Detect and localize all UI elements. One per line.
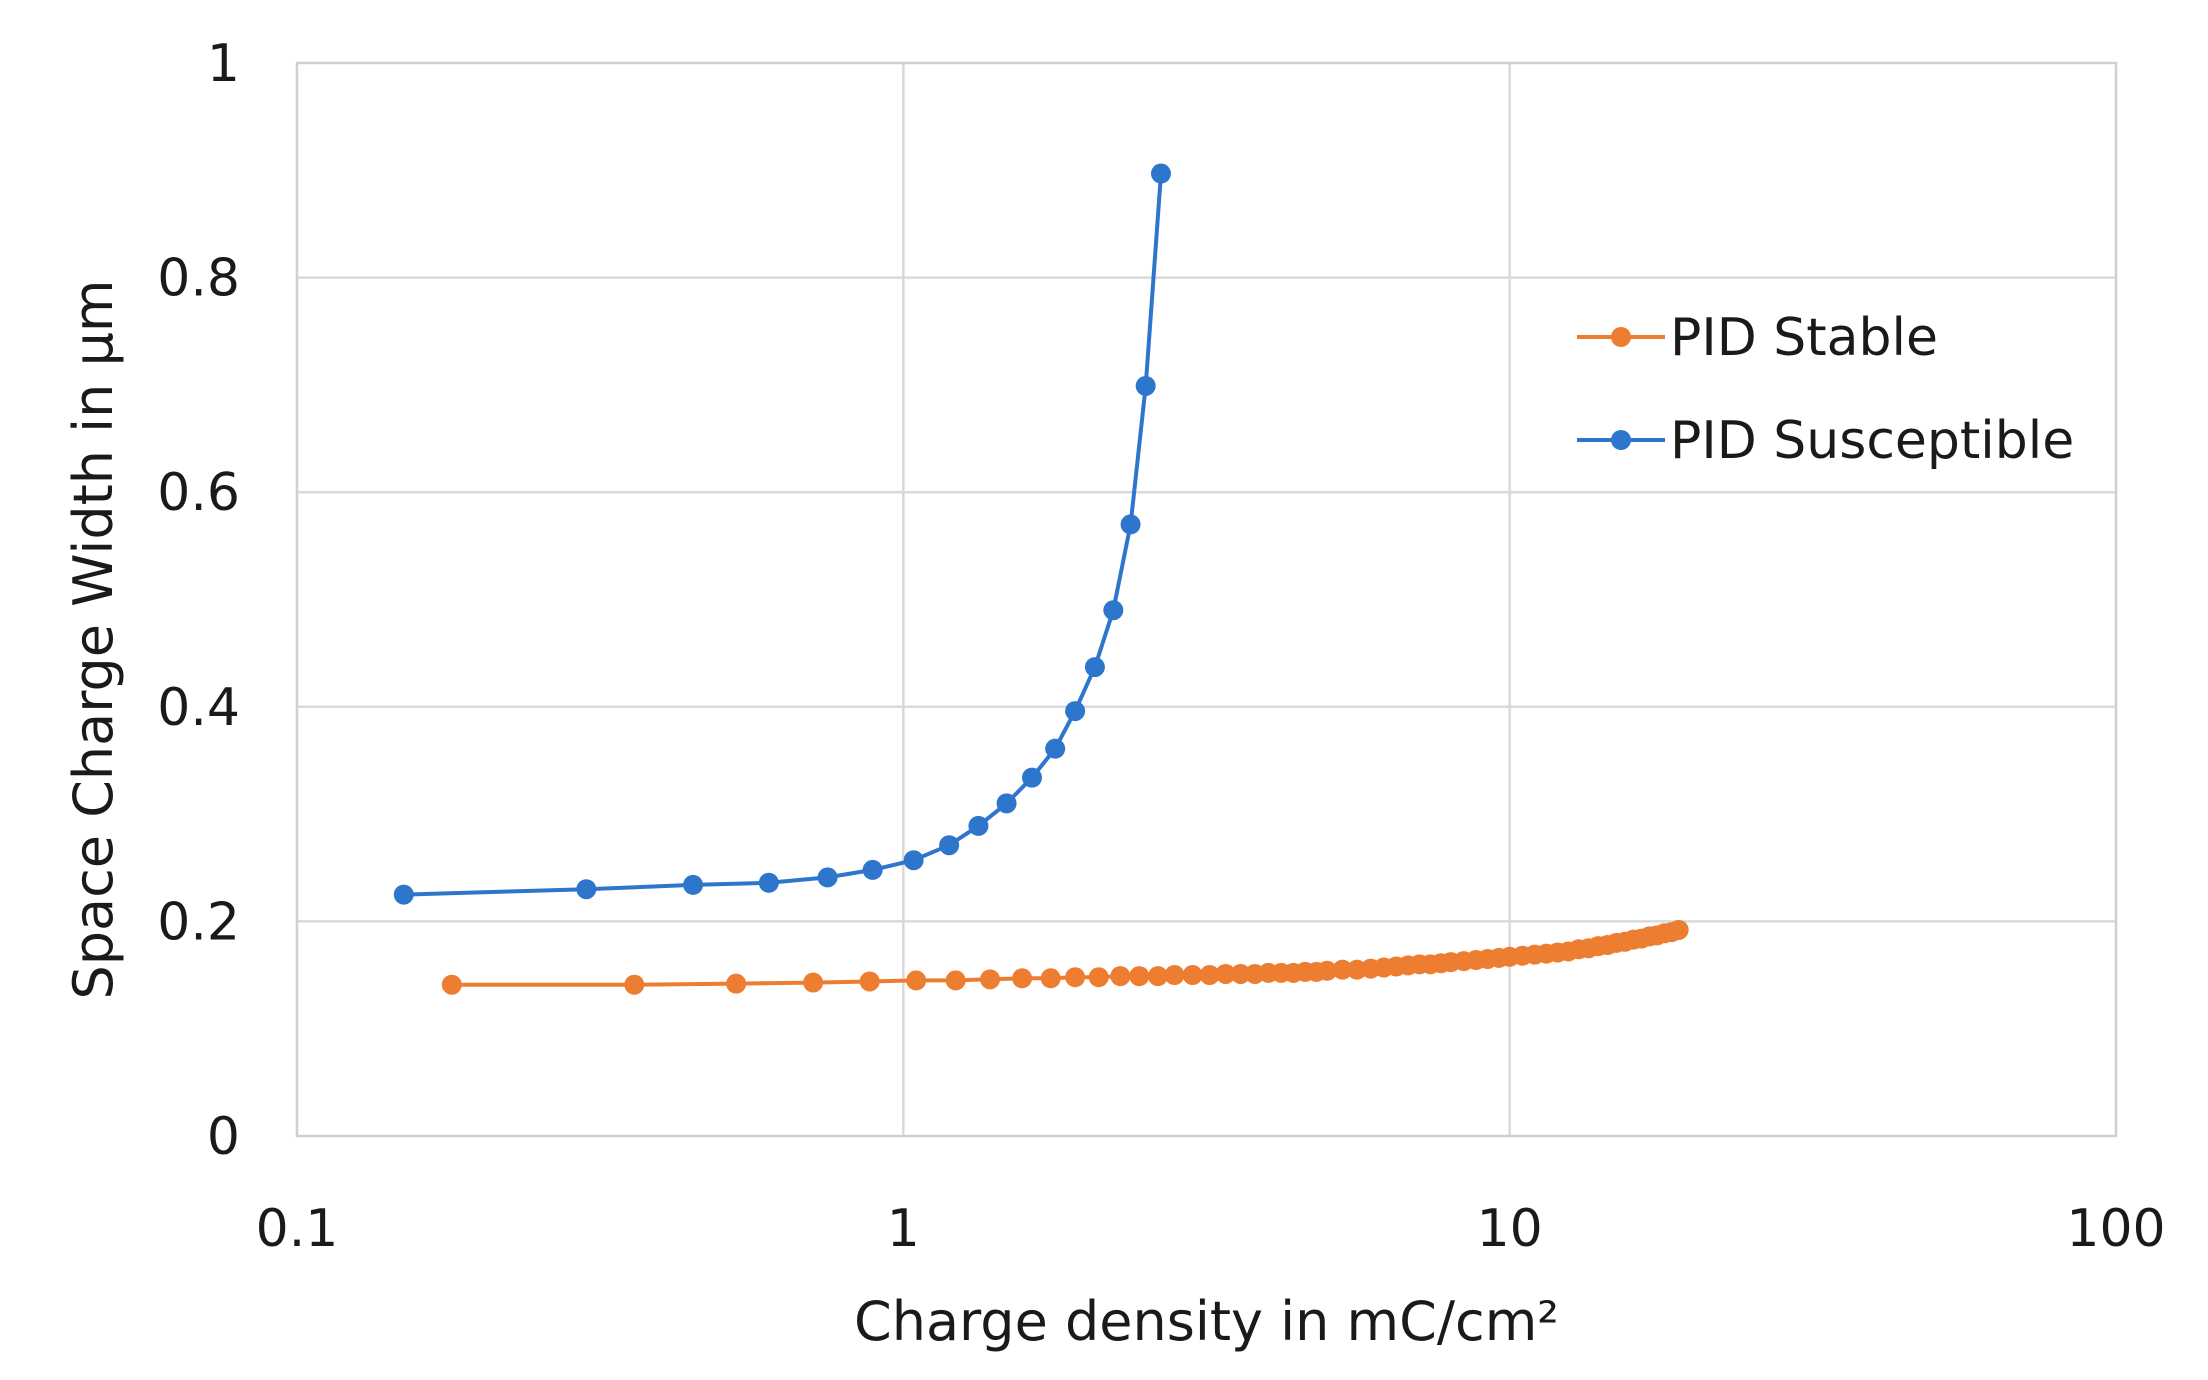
y-axis-title: Space Charge Width in µm <box>62 279 125 999</box>
data-point <box>441 974 462 995</box>
data-point <box>980 969 1001 990</box>
data-point <box>624 974 645 995</box>
tick-labels: 0 0.2 0.4 0.6 0.8 1 0.1 1 10 100 <box>157 34 2165 1259</box>
data-point <box>996 793 1017 814</box>
x-tick-label: 100 <box>2066 1199 2165 1259</box>
data-point <box>803 972 824 993</box>
data-point <box>1045 738 1066 759</box>
legend-item: PID Stable <box>1577 308 1938 368</box>
data-point <box>1040 968 1061 989</box>
data-point <box>945 970 966 991</box>
series-pid-stable <box>441 919 1689 995</box>
y-tick-label: 0.4 <box>157 678 240 738</box>
data-point <box>1332 959 1353 980</box>
data-point <box>1021 767 1042 788</box>
data-point <box>1147 966 1168 987</box>
data-point <box>1215 963 1236 984</box>
data-point <box>1012 968 1033 989</box>
data-point <box>1135 375 1156 396</box>
data-point <box>859 971 880 992</box>
legend-label: PID Susceptible <box>1670 411 2074 471</box>
x-axis-title: Charge density in mC/cm² <box>854 1290 1559 1353</box>
legend: PID Stable PID Susceptible <box>1577 308 2074 471</box>
y-tick-label: 0.6 <box>157 463 240 523</box>
y-tick-label: 0.8 <box>157 249 240 309</box>
series-layer <box>393 163 1689 995</box>
y-tick-label: 0 <box>207 1107 240 1167</box>
y-tick-label: 0.2 <box>157 892 240 952</box>
x-tick-label: 0.1 <box>256 1199 339 1259</box>
series-pid-susceptible <box>393 163 1171 905</box>
data-point <box>1110 966 1131 987</box>
data-point <box>862 859 883 880</box>
data-point <box>1317 960 1338 981</box>
legend-label: PID Stable <box>1670 308 1938 368</box>
data-point <box>1129 966 1150 987</box>
data-point <box>1065 701 1086 722</box>
data-point <box>817 867 838 888</box>
data-point <box>939 835 960 856</box>
legend-item: PID Susceptible <box>1577 411 2074 471</box>
data-point <box>683 874 704 895</box>
data-point <box>576 879 597 900</box>
data-point <box>1065 967 1086 988</box>
data-point <box>1088 967 1109 988</box>
data-point <box>906 970 927 991</box>
data-point <box>1164 965 1185 986</box>
data-point <box>393 884 414 905</box>
x-tick-label: 1 <box>887 1199 920 1259</box>
x-tick-label: 10 <box>1477 1199 1543 1259</box>
data-point <box>1182 965 1203 986</box>
series-line <box>403 173 1163 897</box>
data-point <box>758 872 779 893</box>
data-point <box>1668 919 1689 940</box>
data-point <box>1150 163 1171 184</box>
legend-marker <box>1611 327 1631 347</box>
data-point <box>1084 657 1105 678</box>
plot-area-border <box>295 61 2118 1138</box>
data-point <box>968 815 989 836</box>
data-point <box>903 850 924 871</box>
y-tick-label: 1 <box>207 34 240 94</box>
data-point <box>1199 965 1220 986</box>
gridlines <box>297 63 2116 1136</box>
data-point <box>726 973 747 994</box>
legend-marker <box>1611 430 1631 450</box>
data-point <box>1230 963 1251 984</box>
data-point <box>1103 600 1124 621</box>
data-point <box>1120 514 1141 535</box>
